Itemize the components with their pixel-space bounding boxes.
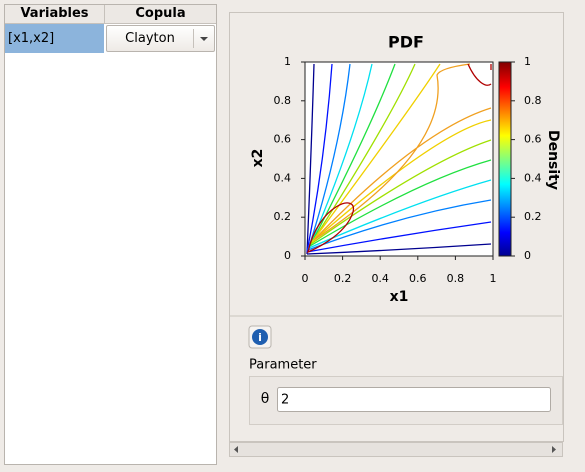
colorbar-tick-label: 0.6 bbox=[524, 133, 542, 146]
y-tick-label: 0.4 bbox=[274, 171, 292, 184]
chart-title: PDF bbox=[388, 33, 424, 52]
colorbar-tick-label: 0 bbox=[524, 249, 531, 262]
x-tick-label: 0.4 bbox=[371, 272, 389, 285]
contour-lines bbox=[306, 63, 492, 255]
y-tick-label: 1 bbox=[284, 55, 291, 68]
colorbar-tick-label: 0.8 bbox=[524, 94, 542, 107]
dropdown-arrow bbox=[200, 37, 208, 41]
colorbar bbox=[498, 61, 512, 257]
x-tick-label: 0.6 bbox=[409, 272, 427, 285]
colorbar-tick-label: 0.4 bbox=[524, 171, 542, 184]
h-scrollbar[interactable] bbox=[229, 442, 563, 457]
copula-table: Variables Copula [x1,x2] Clayton bbox=[4, 4, 217, 465]
colorbar-label: Density bbox=[545, 130, 561, 190]
x-tick-label: 0 bbox=[302, 272, 309, 285]
y-tick-label: 0.2 bbox=[274, 210, 292, 223]
x-tick-label: 1 bbox=[490, 272, 497, 285]
info-icon bbox=[252, 329, 268, 345]
y-tick-label: 0.6 bbox=[274, 133, 292, 146]
parameter-symbol: θ bbox=[261, 391, 270, 407]
colorbar-tick-label: 0.2 bbox=[524, 210, 542, 223]
x-tick-label: 0.2 bbox=[334, 272, 352, 285]
copula-combobox[interactable]: Clayton bbox=[106, 25, 215, 52]
combobox-divider bbox=[193, 29, 194, 48]
info-glyph: i bbox=[258, 331, 262, 344]
plot-area bbox=[305, 62, 493, 256]
x-axis-label: x1 bbox=[390, 289, 409, 305]
column-header[interactable]: Variables bbox=[5, 5, 105, 24]
y-tick-label: 0 bbox=[284, 249, 291, 262]
plot-frame bbox=[304, 61, 494, 257]
parameter-input[interactable] bbox=[277, 387, 551, 412]
parameter-label: Parameter bbox=[249, 358, 317, 373]
combobox-text: Clayton bbox=[125, 31, 175, 46]
y-axis-label: x2 bbox=[250, 149, 266, 168]
y-tick-label: 0.8 bbox=[274, 94, 292, 107]
colorbar-tick-label: 1 bbox=[524, 55, 531, 68]
column-header[interactable]: Copula bbox=[105, 5, 216, 24]
parameter-value: 2 bbox=[281, 393, 289, 408]
variables-cell[interactable]: [x1,x2] bbox=[5, 24, 104, 53]
x-tick-label: 0.8 bbox=[447, 272, 465, 285]
